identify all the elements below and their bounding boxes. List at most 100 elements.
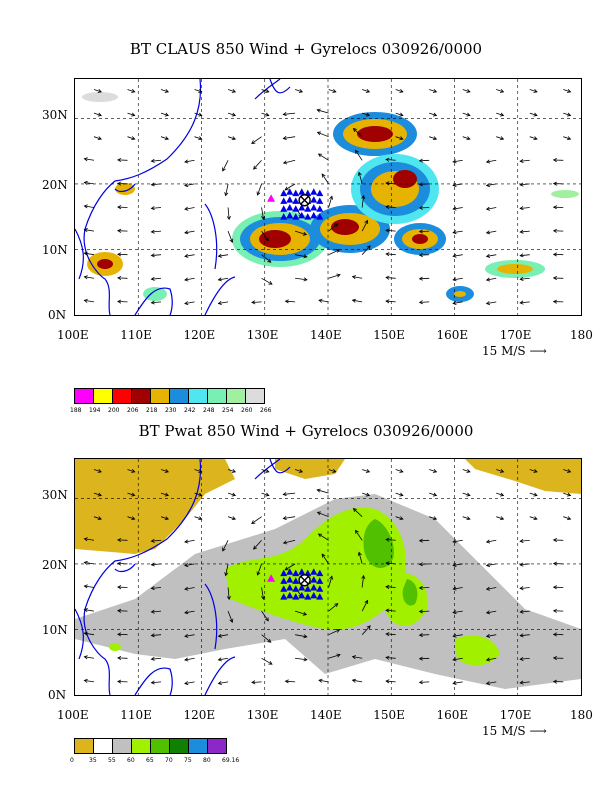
wind-arrow-head: [131, 112, 136, 117]
gyre-triangle: [292, 189, 300, 197]
wind-arrow: [194, 492, 202, 496]
wind-arrow: [486, 277, 497, 281]
wind-arrow: [261, 89, 269, 93]
wind-arrow-head: [83, 228, 88, 233]
wind-arrow-head: [432, 492, 438, 497]
wind-arrow: [486, 301, 497, 305]
wind-arrow: [184, 563, 195, 567]
wind-arrow-head: [282, 136, 287, 141]
wind-arrow-head: [164, 136, 170, 141]
wind-arrow-head: [83, 275, 88, 280]
gyre-triangle: [292, 585, 300, 592]
wind-arrow: [317, 489, 329, 494]
wind-arrow-head: [184, 633, 189, 638]
p1-ytick-0: 0N: [48, 308, 67, 322]
wind-arrow-head: [385, 181, 390, 186]
wind-arrow-head: [418, 656, 423, 661]
wind-arrow-head: [452, 206, 457, 211]
wind-arrow: [520, 230, 530, 233]
wind-arrow: [362, 112, 370, 116]
wind-arrow: [429, 112, 437, 116]
wind-arrow: [386, 562, 396, 565]
wind-arrow-head: [164, 469, 170, 473]
wind-arrow: [227, 89, 236, 93]
gyre-triangle: [310, 583, 318, 591]
wind-arrow-head: [336, 273, 341, 278]
wind-arrow: [84, 158, 95, 161]
wind-arrow: [353, 508, 363, 517]
wind-arrow: [218, 301, 229, 304]
gyre-triangle: [286, 583, 294, 591]
wind-arrow: [227, 469, 236, 473]
wind-arrow: [355, 150, 363, 161]
wind-arrow-head: [351, 655, 356, 660]
wind-arrow-head: [466, 469, 471, 473]
wind-arrow: [261, 277, 273, 285]
wind-arrow-head: [131, 89, 136, 93]
wind-arrow-head: [418, 562, 423, 567]
wind-arrow-head: [365, 469, 371, 473]
wind-arrow: [160, 469, 169, 473]
wind-arrow-head: [316, 131, 322, 136]
wind-arrow: [386, 539, 396, 541]
wind-arrow-head: [366, 245, 371, 250]
wind-arrow-head: [83, 251, 88, 256]
wind-arrow-head: [150, 538, 155, 543]
gyre-triangle: [304, 213, 312, 220]
wind-arrow: [227, 112, 236, 116]
wind-arrow: [184, 657, 195, 661]
wind-arrow: [486, 634, 497, 637]
pwat-map-panel: [74, 458, 582, 696]
wind-arrow-head: [282, 112, 287, 117]
wind-arrow-head: [485, 183, 491, 188]
wind-arrow: [355, 530, 363, 541]
colorbar-label: 75: [184, 757, 192, 764]
wind-arrow-head: [485, 539, 491, 544]
wind-arrow-head: [97, 89, 102, 93]
wind-arrow-head: [566, 112, 572, 117]
wind-arrow: [151, 610, 162, 613]
gyre-triangle: [310, 211, 318, 219]
wind-arrow-head: [519, 609, 524, 614]
gyre-center-cross: [300, 195, 310, 205]
wind-arrow-head: [485, 586, 491, 591]
gyre-triangle: [310, 576, 318, 583]
wind-arrow-head: [566, 136, 572, 141]
p1-ytick-30: 30N: [42, 108, 68, 122]
wind-arrow: [127, 136, 135, 140]
wind-arrow: [453, 563, 463, 566]
wind-arrow: [251, 301, 262, 303]
colorbar-label: 194: [89, 407, 101, 414]
wind-arrow-head: [198, 89, 203, 93]
wind-arrow: [328, 274, 341, 279]
wind-arrow-head: [452, 562, 457, 567]
wind-arrow-head: [466, 89, 471, 93]
wind-arrow-head: [452, 680, 457, 685]
wind-arrow: [453, 587, 463, 590]
wind-arrow-head: [385, 537, 390, 542]
gyre-triangle: [292, 197, 300, 204]
wind-arrow-head: [83, 298, 88, 303]
wind-arrow-head: [231, 469, 237, 473]
gyre-triangle: [298, 583, 306, 591]
wind-arrow-head: [418, 253, 423, 258]
wind-arrow: [251, 516, 262, 524]
wind-arrow-head: [97, 492, 102, 497]
wind-arrow-head: [418, 158, 423, 163]
wind-arrow: [563, 89, 571, 93]
wind-arrow: [362, 492, 370, 496]
wind-arrow: [462, 469, 471, 473]
wind-arrow: [218, 657, 229, 661]
wind-arrow: [127, 112, 135, 116]
gyre-triangle: [298, 591, 306, 599]
wind-arrow: [520, 207, 530, 209]
wind-arrow: [261, 657, 273, 665]
wind-arrow-head: [97, 469, 102, 473]
gyre-triangle: [310, 591, 318, 599]
wind-arrow-head: [150, 182, 155, 187]
wind-arrow-head: [552, 181, 557, 186]
p2-xtick-110e: 110E: [120, 708, 152, 722]
wind-arrow-head: [184, 563, 189, 568]
wind-arrow-head: [432, 112, 438, 117]
wind-arrow: [429, 89, 437, 93]
